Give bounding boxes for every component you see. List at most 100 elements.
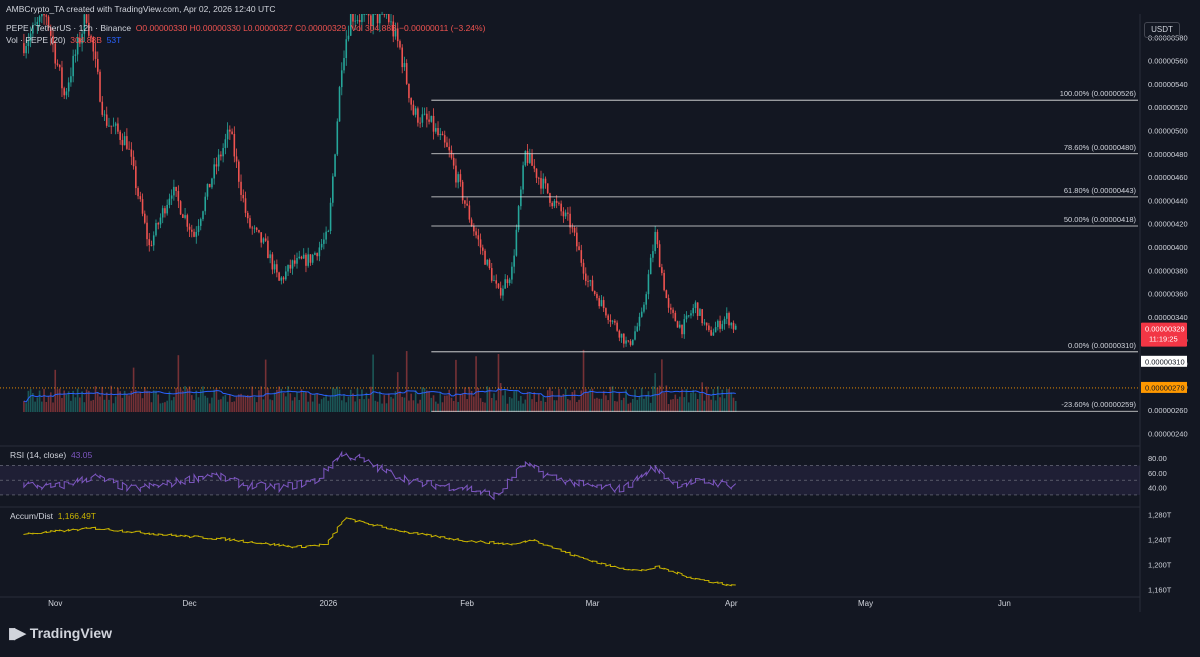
- volume-bar: [701, 382, 703, 412]
- volume-bar: [110, 385, 113, 412]
- currency-button[interactable]: USDT: [1144, 22, 1180, 38]
- rsi-pane[interactable]: 80.00 60.00 40.00: [0, 450, 1167, 501]
- candle-body: [602, 300, 605, 309]
- volume-bar: [412, 400, 415, 412]
- volume-bar: [164, 402, 166, 412]
- volume-bar: [155, 390, 157, 412]
- volume-bar: [271, 400, 274, 412]
- ad-line[interactable]: [23, 517, 736, 587]
- fib-level-label: 61.80% (0.00000443): [1064, 186, 1137, 195]
- candle-body: [233, 133, 236, 157]
- ad-tick-label: 1,160T: [1148, 586, 1172, 595]
- time-axis[interactable]: Nov Dec 2026 Feb Mar Apr May Jun: [48, 599, 1011, 608]
- candle-body: [638, 316, 641, 327]
- accum-dist-pane[interactable]: 1,280T 1,240T 1,200T 1,160T: [23, 510, 1172, 595]
- volume-bar: [647, 391, 650, 412]
- volume-bar: [636, 399, 639, 412]
- fib-price-tag[interactable]: [1141, 355, 1187, 367]
- volume-bar: [67, 391, 70, 412]
- price-tick-label: 0.00000360: [1148, 290, 1188, 299]
- candle-body: [703, 322, 706, 324]
- candle-body: [150, 245, 153, 246]
- rsi-label[interactable]: RSI (14, close) 43.05: [10, 450, 92, 460]
- candle-body: [401, 47, 404, 68]
- volume-bar: [226, 401, 229, 412]
- volume-bar: [302, 391, 305, 412]
- candle-body: [208, 183, 211, 188]
- candle-body: [170, 195, 173, 199]
- time-tick-label: Feb: [460, 599, 474, 608]
- volume-bar: [349, 389, 352, 412]
- candle-body: [546, 183, 549, 194]
- volume-bar: [428, 390, 430, 412]
- candle-body: [522, 165, 524, 190]
- candle-body: [537, 177, 540, 179]
- ad-label[interactable]: Accum/Dist 1,166.49T: [10, 511, 96, 521]
- candle-body: [242, 194, 245, 199]
- candle-body: [629, 341, 632, 345]
- volume-bar: [410, 393, 412, 412]
- rsi-line[interactable]: [23, 450, 737, 501]
- price-axis[interactable]: 0.000005800.000005600.000005400.00000520…: [1141, 33, 1188, 438]
- volume-bar: [553, 400, 556, 412]
- volume-bar: [732, 397, 735, 412]
- candle-body: [544, 178, 547, 184]
- candle-body: [580, 250, 583, 263]
- volume-bar: [607, 400, 609, 412]
- volume-bar: [215, 388, 218, 412]
- volume-bar: [291, 400, 294, 412]
- volume-bar: [222, 396, 224, 412]
- candle-body: [271, 254, 274, 270]
- brand-name: TradingView: [29, 625, 113, 641]
- volume-bar: [645, 395, 648, 412]
- volume-bar: [354, 401, 357, 412]
- candle-body: [555, 200, 558, 203]
- symbol-label[interactable]: PEPE / TetherUS · 12h · Binance: [6, 23, 132, 33]
- candle-body: [276, 264, 278, 273]
- volume-bar: [345, 402, 348, 412]
- candle-body: [179, 201, 182, 215]
- price-tick-label: 0.00000260: [1148, 406, 1188, 415]
- dotted-level-tag[interactable]: [1141, 381, 1187, 393]
- candle-body: [584, 273, 587, 282]
- candle-body: [255, 227, 258, 230]
- volume-bar: [725, 388, 728, 412]
- volume-bar: [70, 400, 72, 412]
- candle-body: [244, 198, 247, 213]
- candle-body: [687, 315, 690, 317]
- volume-bar: [161, 402, 164, 412]
- volume-bar: [405, 351, 408, 412]
- volume-indicator-label[interactable]: Vol · PEPE (20): [6, 35, 66, 45]
- candle-body: [734, 325, 737, 330]
- volume-bar: [520, 395, 522, 412]
- candle-body: [712, 332, 715, 336]
- volume-bar: [437, 403, 439, 412]
- volume-bar: [287, 386, 289, 412]
- candle-body: [141, 199, 144, 214]
- candle-body: [582, 262, 585, 274]
- candle-body: [593, 290, 596, 294]
- volume-bar: [65, 394, 68, 412]
- volume-bar: [101, 386, 104, 412]
- volume-bar: [94, 386, 97, 412]
- candle-body: [287, 264, 289, 272]
- volume-bar: [555, 400, 558, 412]
- candle-body: [652, 251, 654, 258]
- volume-bar: [298, 399, 301, 412]
- last-price-tag[interactable]: [1141, 322, 1187, 347]
- candle-body: [137, 188, 139, 197]
- candle-body: [157, 223, 160, 225]
- volume-bar: [43, 388, 45, 412]
- fibonacci-retracement[interactable]: 100.00% (0.00000526) 78.60% (0.00000480) 6…: [0, 89, 1140, 412]
- volume-bar: [76, 388, 79, 412]
- volume-bar: [582, 349, 585, 412]
- candle-body: [636, 326, 639, 332]
- volume-bar: [710, 399, 712, 412]
- volume-bar: [620, 400, 623, 412]
- volume-bar: [343, 394, 345, 412]
- volume-bar: [640, 387, 643, 412]
- candle-body: [576, 232, 578, 247]
- price-candles[interactable]: [23, 11, 737, 348]
